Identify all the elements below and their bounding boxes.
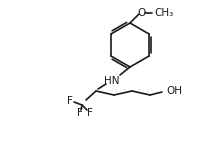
- Text: CH₃: CH₃: [153, 8, 172, 18]
- Text: OH: OH: [165, 86, 181, 96]
- Text: F: F: [77, 108, 83, 118]
- Text: F: F: [67, 96, 73, 106]
- Text: HN: HN: [104, 76, 119, 86]
- Text: O: O: [137, 8, 145, 18]
- Text: F: F: [87, 108, 92, 118]
